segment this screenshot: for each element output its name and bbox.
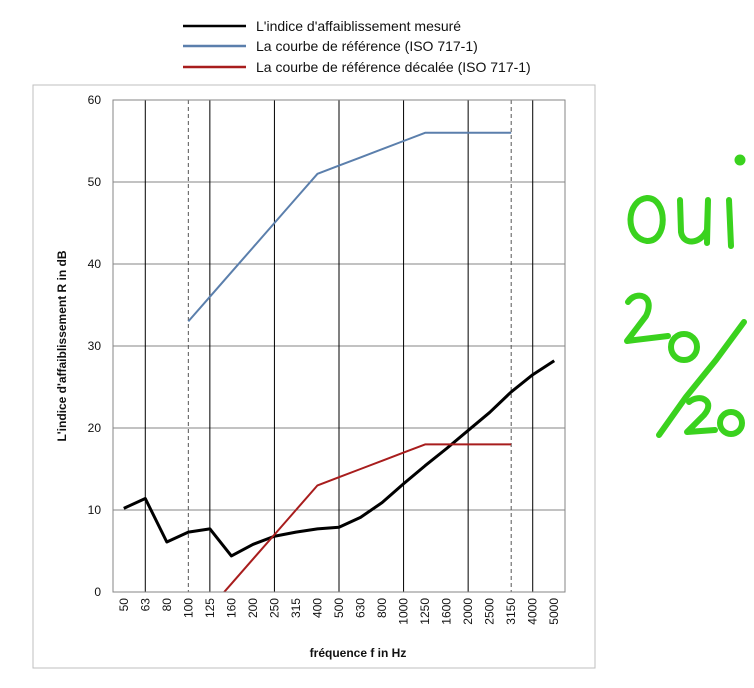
y-tick-label: 10	[88, 503, 102, 517]
x-axis-title: fréquence f in Hz	[310, 646, 407, 660]
handwritten-dot	[734, 154, 746, 166]
x-tick-label: 4000	[526, 598, 540, 625]
x-tick-label: 100	[181, 598, 195, 618]
x-tick-label: 63	[138, 598, 152, 612]
y-tick-label: 50	[88, 175, 102, 189]
plot-area-border	[112, 99, 566, 593]
x-tick-label: 250	[267, 598, 281, 618]
x-tick-label: 315	[289, 598, 303, 618]
x-tick-label: 2000	[461, 598, 475, 625]
y-tick-label: 60	[88, 93, 102, 107]
chart-border	[32, 84, 596, 669]
x-tick-label: 3150	[504, 598, 518, 625]
grid	[113, 99, 565, 593]
x-tick-labels: 50 63 80 100 125 160 200 250 315 400 500 630 800 1000…	[117, 598, 561, 625]
handwritten-digit-0-bottom	[717, 409, 745, 437]
handwritten-digit-0-top	[668, 331, 700, 363]
x-tick-label: 5000	[547, 598, 561, 625]
x-tick-label: 500	[332, 598, 346, 618]
x-tick-label: 80	[160, 598, 174, 612]
x-tick-label: 1000	[397, 598, 411, 625]
x-tick-label: 160	[224, 598, 238, 618]
legend-label-shifted: La courbe de référence décalée (ISO 717-…	[256, 59, 531, 75]
legend-label-reference: La courbe de référence (ISO 717-1)	[256, 38, 478, 54]
handwritten-digit-2-bottom	[684, 395, 718, 435]
x-tick-label: 200	[246, 598, 260, 618]
x-tick-label: 800	[375, 598, 389, 618]
handwritten-letter-i	[726, 197, 734, 249]
x-tick-label: 630	[354, 598, 368, 618]
series-line-0	[123, 359, 556, 558]
x-tick-label: 50	[117, 598, 131, 612]
handwritten-digit-2-top	[624, 292, 671, 344]
series-line-2	[222, 443, 512, 592]
handwritten-fraction-slash	[656, 319, 747, 438]
y-tick-label: 40	[88, 257, 102, 271]
legend: L'indice d'affaiblissement mesuré La cou…	[183, 18, 531, 75]
x-tick-label: 2500	[483, 598, 497, 625]
y-tick-labels: 0 10 20 30 40 50 60	[88, 93, 102, 599]
y-tick-label: 20	[88, 421, 102, 435]
x-tick-label: 125	[203, 598, 217, 618]
y-tick-label: 0	[94, 585, 101, 599]
handwritten-letter-o	[627, 195, 666, 244]
x-tick-label: 400	[310, 598, 324, 618]
y-axis-title: L'indice d'affaiblissement R in dB	[55, 250, 69, 441]
x-tick-label: 1600	[440, 598, 454, 625]
x-tick-label: 1250	[418, 598, 432, 625]
handwritten-letter-u	[677, 197, 711, 246]
handwritten-annotation	[624, 154, 747, 438]
series-lines	[123, 131, 556, 592]
legend-label-measured: L'indice d'affaiblissement mesuré	[256, 18, 461, 34]
y-tick-label: 30	[88, 339, 102, 353]
series-line-1	[187, 131, 512, 323]
